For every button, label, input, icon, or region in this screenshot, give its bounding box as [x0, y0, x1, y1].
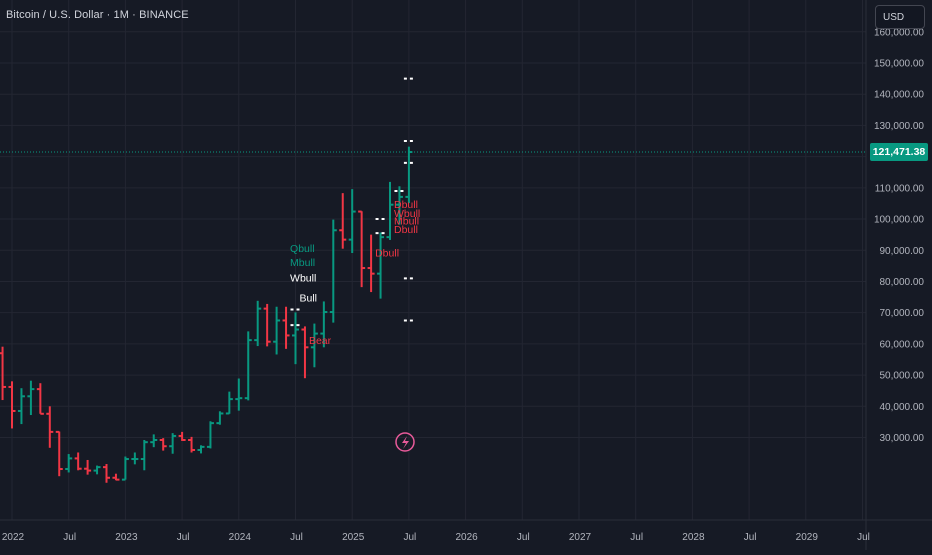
time-tick-label: Jul: [630, 532, 643, 543]
ohlc-bar: [93, 465, 101, 475]
time-tick-label: 2028: [682, 532, 705, 543]
ohlc-bar: [367, 234, 375, 293]
time-tick-label: 2027: [569, 532, 592, 543]
ohlc-bar: [329, 219, 337, 323]
price-tick-label: 100,000.00: [874, 215, 924, 226]
ohlc-bar: [103, 464, 110, 483]
time-tick-label: 2024: [229, 532, 252, 543]
time-tick-label: Jul: [177, 532, 190, 543]
ohlc-bar: [254, 300, 262, 347]
signal-label: Dbull: [375, 247, 399, 259]
time-tick-label: Jul: [517, 532, 530, 543]
signal-label: Wbull: [290, 272, 316, 284]
ohlc-bar: [292, 312, 299, 365]
ohlc-bar: [159, 438, 167, 451]
level-markers: [290, 77, 414, 327]
ohlc-bar: [178, 431, 186, 441]
price-tick-label: 50,000.00: [880, 371, 925, 382]
price-tick-label: 140,000.00: [874, 90, 924, 101]
price-tick-label: 130,000.00: [874, 121, 924, 132]
time-tick-label: 2025: [342, 532, 365, 543]
time-tick-label: 2029: [796, 532, 819, 543]
price-tick-label: 110,000.00: [875, 183, 925, 194]
ohlc-bars: [0, 146, 413, 483]
ohlc-bar: [225, 391, 233, 415]
ohlc-bar: [36, 383, 44, 415]
ohlc-bar: [27, 380, 35, 416]
ohlc-bar: [140, 439, 148, 471]
ohlc-bar: [263, 303, 271, 347]
price-axis[interactable]: 30,000.00 40,000.00 50,000.00 60,000.00 70,0…: [874, 27, 924, 444]
signal-label: Dbull: [394, 224, 418, 236]
time-tick-label: Jul: [290, 532, 303, 543]
currency-button[interactable]: USD: [875, 5, 925, 29]
ohlc-bar: [197, 445, 205, 454]
time-axis[interactable]: 2022 Jul 2023 Jul 2024 Jul 2025 Jul 2026 Jul 2027 J…: [2, 532, 870, 543]
ohlc-bar: [310, 323, 318, 368]
ohlc-bar: [131, 452, 139, 465]
ohlc-bar: [339, 193, 347, 249]
price-tick-label: 70,000.00: [880, 308, 925, 319]
ohlc-bar: [46, 406, 54, 448]
symbol-title: Bitcoin / U.S. Dollar · 1M · BINANCE: [6, 9, 189, 21]
ohlc-bar: [17, 388, 25, 425]
signal-label: Mbull: [394, 215, 419, 227]
ohlc-bar: [301, 326, 309, 379]
signal-label: Mbull: [290, 257, 315, 269]
price-tick-label: 90,000.00: [880, 246, 925, 257]
signal-label: Bear: [309, 335, 332, 347]
ohlc-bar: [121, 456, 129, 481]
signal-label: Wbull: [394, 208, 420, 220]
ohlc-bar: [377, 232, 385, 299]
ohlc-bar: [169, 433, 177, 454]
time-tick-label: 2026: [455, 532, 478, 543]
time-tick-label: Jul: [404, 532, 417, 543]
ohlc-bar: [405, 146, 413, 204]
time-tick-label: Jul: [63, 532, 76, 543]
ohlc-bar: [235, 378, 243, 411]
current-price-label: 121,471.38: [870, 143, 928, 162]
time-tick-label: 2022: [2, 532, 25, 543]
ohlc-bar: [395, 186, 403, 225]
ohlc-bar: [112, 473, 120, 481]
price-tick-label: 160,000.00: [874, 27, 924, 38]
signal-annotations: QbullMbullWbullBullBearDbullDbullWbullMb…: [290, 199, 420, 347]
signal-label: Qbull: [290, 243, 315, 255]
ohlc-bar: [244, 331, 252, 401]
signal-label: Dbull: [394, 199, 418, 211]
time-tick-label: Jul: [744, 532, 757, 543]
ohlc-bar: [0, 346, 7, 401]
price-tick-label: 150,000.00: [874, 59, 924, 70]
ohlc-bar: [273, 306, 281, 355]
ohlc-bar: [74, 452, 82, 471]
ohlc-bar: [188, 436, 196, 453]
ohlc-bar: [282, 306, 290, 349]
ohlc-bar: [84, 459, 92, 475]
ohlc-bar: [150, 434, 158, 448]
time-tick-label: 2023: [115, 532, 138, 543]
price-tick-label: 40,000.00: [880, 402, 925, 413]
ohlc-bar: [65, 454, 73, 473]
price-tick-label: 80,000.00: [880, 277, 925, 288]
ohlc-bar: [55, 430, 63, 477]
ohlc-bar: [206, 421, 214, 449]
grid-lines: [0, 0, 866, 520]
ohlc-bar: [358, 210, 366, 288]
signal-label: Bull: [300, 292, 318, 304]
price-tick-label: 30,000.00: [880, 433, 925, 444]
ohlc-bar: [216, 411, 224, 425]
ohlc-bar: [320, 301, 328, 348]
time-tick-label: Jul: [857, 532, 870, 543]
ohlc-bar: [386, 181, 394, 240]
lightning-bolt-icon[interactable]: [395, 432, 415, 452]
ohlc-bar: [8, 381, 16, 429]
ohlc-bar: [348, 189, 356, 254]
price-tick-label: 60,000.00: [880, 339, 925, 350]
